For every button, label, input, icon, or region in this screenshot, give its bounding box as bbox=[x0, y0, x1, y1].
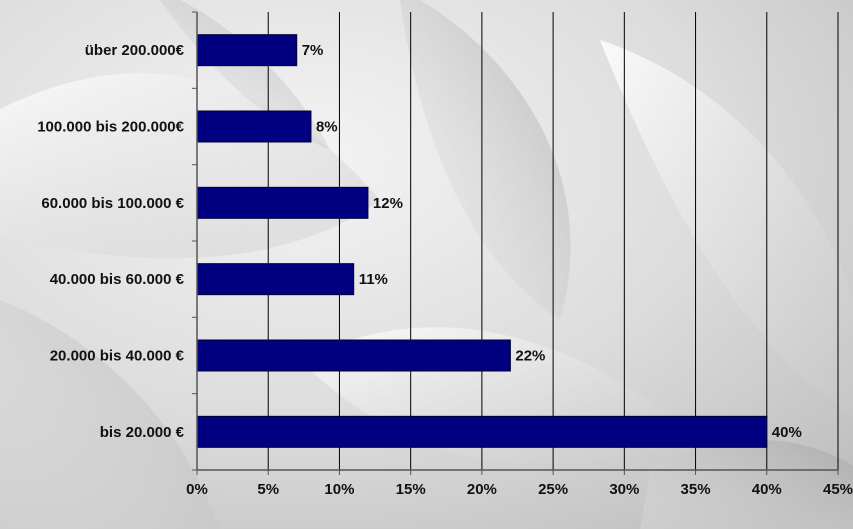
x-tick-label: 20% bbox=[467, 481, 497, 498]
x-tick-label: 15% bbox=[396, 481, 426, 498]
category-label: 40.000 bis 60.000 € bbox=[50, 271, 185, 288]
bar bbox=[196, 34, 298, 67]
bar bbox=[196, 415, 768, 448]
category-label: 60.000 bis 100.000 € bbox=[41, 195, 184, 212]
category-label: 100.000 bis 200.000€ bbox=[37, 119, 184, 136]
gridlines bbox=[267, 12, 839, 470]
category-label: bis 20.000 € bbox=[100, 424, 185, 441]
bar bbox=[196, 110, 312, 143]
bar bbox=[196, 339, 511, 372]
category-label: 20.000 bis 40.000 € bbox=[50, 348, 185, 365]
x-tick-label: 40% bbox=[752, 481, 782, 498]
x-tick-label: 10% bbox=[324, 481, 354, 498]
x-tick-label: 0% bbox=[186, 481, 208, 498]
x-tick-label: 5% bbox=[257, 481, 279, 498]
category-label: über 200.000€ bbox=[85, 42, 185, 59]
labels: 0% 5% 10% 15% 20% 25% 30% 35% 40% 45% 7% über 200.0… bbox=[37, 42, 853, 498]
x-tick-label: 45% bbox=[823, 481, 853, 498]
x-tick-label: 30% bbox=[609, 481, 639, 498]
bar bbox=[196, 186, 369, 219]
bar-value-label: 11% bbox=[359, 271, 388, 288]
x-tick-label: 25% bbox=[538, 481, 568, 498]
bar-value-label: 8% bbox=[316, 119, 338, 136]
x-tick-label: 35% bbox=[681, 481, 711, 498]
bar-value-label: 40% bbox=[772, 424, 802, 441]
bar-value-label: 12% bbox=[373, 195, 403, 212]
bar bbox=[196, 263, 355, 296]
bar-value-label: 7% bbox=[302, 42, 324, 59]
bars bbox=[196, 34, 768, 448]
bar-value-label: 22% bbox=[515, 348, 545, 365]
axes bbox=[192, 11, 839, 475]
